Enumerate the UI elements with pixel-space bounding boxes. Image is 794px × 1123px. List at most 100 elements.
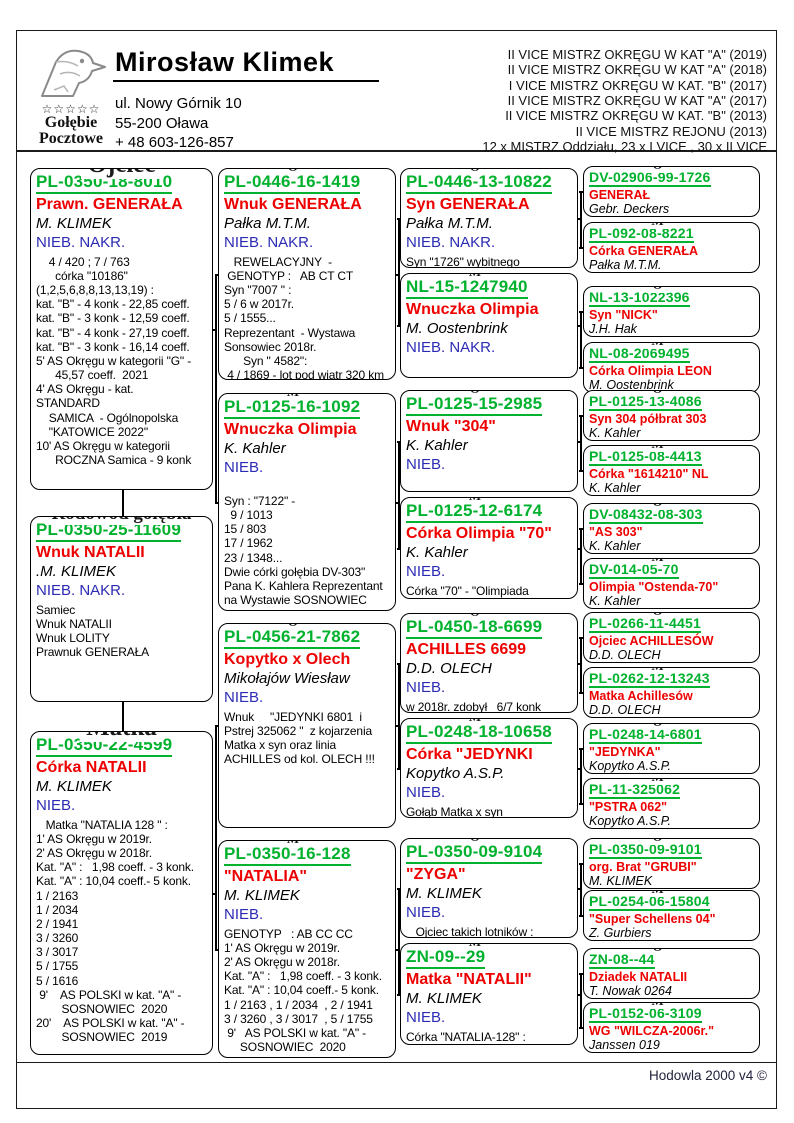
pigeon-name: "ZYGA" [406,866,466,884]
pedigree-box-father: Ojciec PL-0350-18-8010 Prawn. GENERAŁA M… [30,168,213,490]
pedigree-box-gen4-9: O PL-0266-11-4451 Ojciec ACHILLESÓW D.D.… [583,612,760,663]
ring-number: PL-0125-15-2985 [406,394,543,417]
sex-marker: O [280,169,305,175]
ring-number: PL-0248-18-10658 [406,722,552,745]
ring-number: PL-0450-18-6699 [406,617,543,640]
ring-number: DV-08432-08-303 [589,506,703,525]
club-logo: ☆☆☆☆☆ Gołębie Pocztowe [28,46,114,148]
owner-name: M. KLIMEK [36,214,112,232]
owner-name: K. Kahler [589,426,641,441]
pedigree-box-gen4-5: O PL-0125-13-4086 Syn 304 półbrat 303 K.… [583,390,760,441]
pigeon-name: Ojciec ACHILLESÓW [589,634,714,649]
pigeon-name: GENERAŁ [589,188,651,203]
sex-marker: M [644,779,671,785]
owner-name: D.D. OLECH [589,648,661,663]
feather-color: NIEB. NAKR. [36,582,126,600]
achievement-line: 12 x MISTRZ Oddziału, 23 x I VICE , 30 x… [482,138,767,154]
feather-color: NIEB. [406,563,446,581]
pedigree-box-gen2-3: O PL-0456-21-7862 Kopytko x Olech Mikoła… [218,623,396,828]
pedigree-box-gen4-2: M PL-092-08-8221 Córka GENERAŁA Pałka M.… [583,222,760,273]
owner-name: K. Kahler [589,539,641,554]
owner-name: Janssen 019 [589,1038,660,1053]
ring-number: PL-0248-14-6801 [589,726,702,745]
pigeon-name: Olimpia "Ostenda-70" [589,580,719,595]
pedigree-box-gen4-14: M PL-0254-06-15804 "Super Schellens 04" … [583,890,760,941]
sex-marker: O [645,839,670,845]
pigeon-name: WG "WILCZA-2006r." [589,1024,715,1039]
ring-number: PL-0350-09-9104 [406,842,543,865]
pedigree-box-gen4-12: M PL-11-325062 "PSTRA 062" Kopytko A.S.P… [583,778,760,829]
owner-name: M. KLIMEK [406,884,482,902]
pigeon-name: ACHILLES 6699 [406,641,527,659]
pigeon-details: GENOTYP : AB CC CC 1' AS Okręgu w 2019r.… [224,926,382,1055]
pigeon-name: Wnuk "304" [406,418,496,436]
pedigree-box-gen3-4: M PL-0125-12-6174 Córka Olimpia "70" K. … [400,497,578,599]
ring-number: PL-0125-08-4413 [589,448,702,467]
software-credit: Hodowla 2000 v4 © [648,1068,767,1083]
feather-color: NIEB. NAKR. [406,339,496,357]
achievement-line: II VICE MISTRZ OKRĘGU W KAT. "B" (2013) [505,108,767,124]
pedigree-box-gen3-3: O PL-0125-15-2985 Wnuk "304" K. Kahler N… [400,390,578,492]
ring-number: NL-13-1022396 [589,289,690,308]
pedigree-box-gen4-16: M PL-0152-06-3109 WG "WILCZA-2006r." Jan… [583,1002,760,1053]
owner-name: M. KLIMEK [224,886,300,904]
owner-name: M. Oostenbrink [406,319,508,337]
pigeon-details: Gołąb Matka x syn [406,804,503,818]
feather-color: NIEB. [406,784,446,802]
pigeon-details: Córka "70" - "Olimpiada [406,583,529,598]
feather-color: NIEB. NAKR. [224,234,314,252]
ring-number: PL-0266-11-4451 [589,615,701,634]
pedigree-box-gen4-15: O ZN-08--44 Dziadek NATALII T. Nowak 026… [583,948,760,999]
owner-name: M. KLIMEK [589,874,653,889]
sex-marker: O [462,169,487,175]
pedigree-box-gen2-2: M PL-0125-16-1092 Wnuczka Olimpia K. Kah… [218,393,396,611]
pigeon-details: Córka "NATALIA-128" : [406,1029,526,1044]
logo-stars: ☆☆☆☆☆ [41,102,101,116]
pigeon-details: 4 / 420 ; 7 / 763 córka "10186" (1,2,5,6… [36,254,192,468]
achievement-line: I VICE MISTRZ OKRĘGU W KAT. "B" (2017) [508,77,767,93]
ring-number: PL-0446-13-10822 [406,172,552,195]
owner-name: Kopytko A.S.P. [589,759,671,774]
sex-marker: O [462,614,487,620]
owner-name: K. Kahler [589,481,641,496]
pigeon-name: Syn GENERAŁA [406,196,530,214]
owner-name: Pałka M.T.M. [224,214,311,232]
address-street: ul. Nowy Górnik 10 [115,95,242,112]
feather-color: NIEB. [224,689,264,707]
sex-marker: M [644,668,671,674]
achievement-line: II VICE MISTRZ OKRĘGU W KAT "A" (2019) [507,47,767,62]
pigeon-name: org. Brat "GRUBI" [589,860,697,875]
owner-name: T. Nowak 0264 [589,984,672,999]
owner-name: K. Kahler [589,594,641,609]
owner-name: M. Oostenbrink [589,378,674,393]
feather-color: NIEB. [36,797,76,815]
box-title-mother: Matka [79,732,164,742]
sex-marker: M [644,559,671,565]
owner-name: Kopytko A.S.P. [406,764,505,782]
pedigree-box-gen2-1: O PL-0446-16-1419 Wnuk GENERAŁA Pałka M.… [218,168,396,380]
pigeon-name: Wnuk GENERAŁA [224,196,362,214]
pedigree-box-mother: Matka PL-0350-22-4599 Córka NATALII M. K… [30,731,213,1055]
sex-marker: O [280,624,305,630]
sex-marker: M [644,446,671,452]
achievement-line: II VICE MISTRZ OKRĘGU W KAT "A" (2018) [507,62,767,78]
ring-number: NL-15-1247940 [406,277,528,300]
sex-marker: M [644,891,671,897]
box-title-subject: Rodowód gołębia [44,517,199,525]
ring-number: ZN-09--29 [406,947,486,970]
pedigree-box-gen4-1: O DV-02906-99-1726 GENERAŁ Gebr. Deckers [583,166,760,217]
owner-name: D.D. OLECH [406,659,492,677]
ring-number: PL-0125-13-4086 [589,393,702,412]
pigeon-details: Syn : "7122" - 9 / 1013 15 / 803 17 / 19… [224,493,383,608]
feather-color: NIEB. [406,679,446,697]
feather-color: NIEB. [406,456,446,474]
ring-number: DV-02906-99-1726 [589,169,711,188]
ring-number: PL-0262-12-13243 [589,670,710,689]
sex-marker: M [461,944,489,950]
pigeon-name: Prawn. GENERAŁA [36,196,183,214]
owner-name: Z. Gurbiers [589,926,652,941]
pigeon-name: Wnuk NATALII [36,544,145,562]
owner-name: Mikołajów Wiesław [224,669,350,687]
pigeon-name: "Super Schellens 04" [589,912,716,927]
pedigree-box-subject: Rodowód gołębia PL-0350-25-11609 Wnuk NA… [30,516,213,702]
